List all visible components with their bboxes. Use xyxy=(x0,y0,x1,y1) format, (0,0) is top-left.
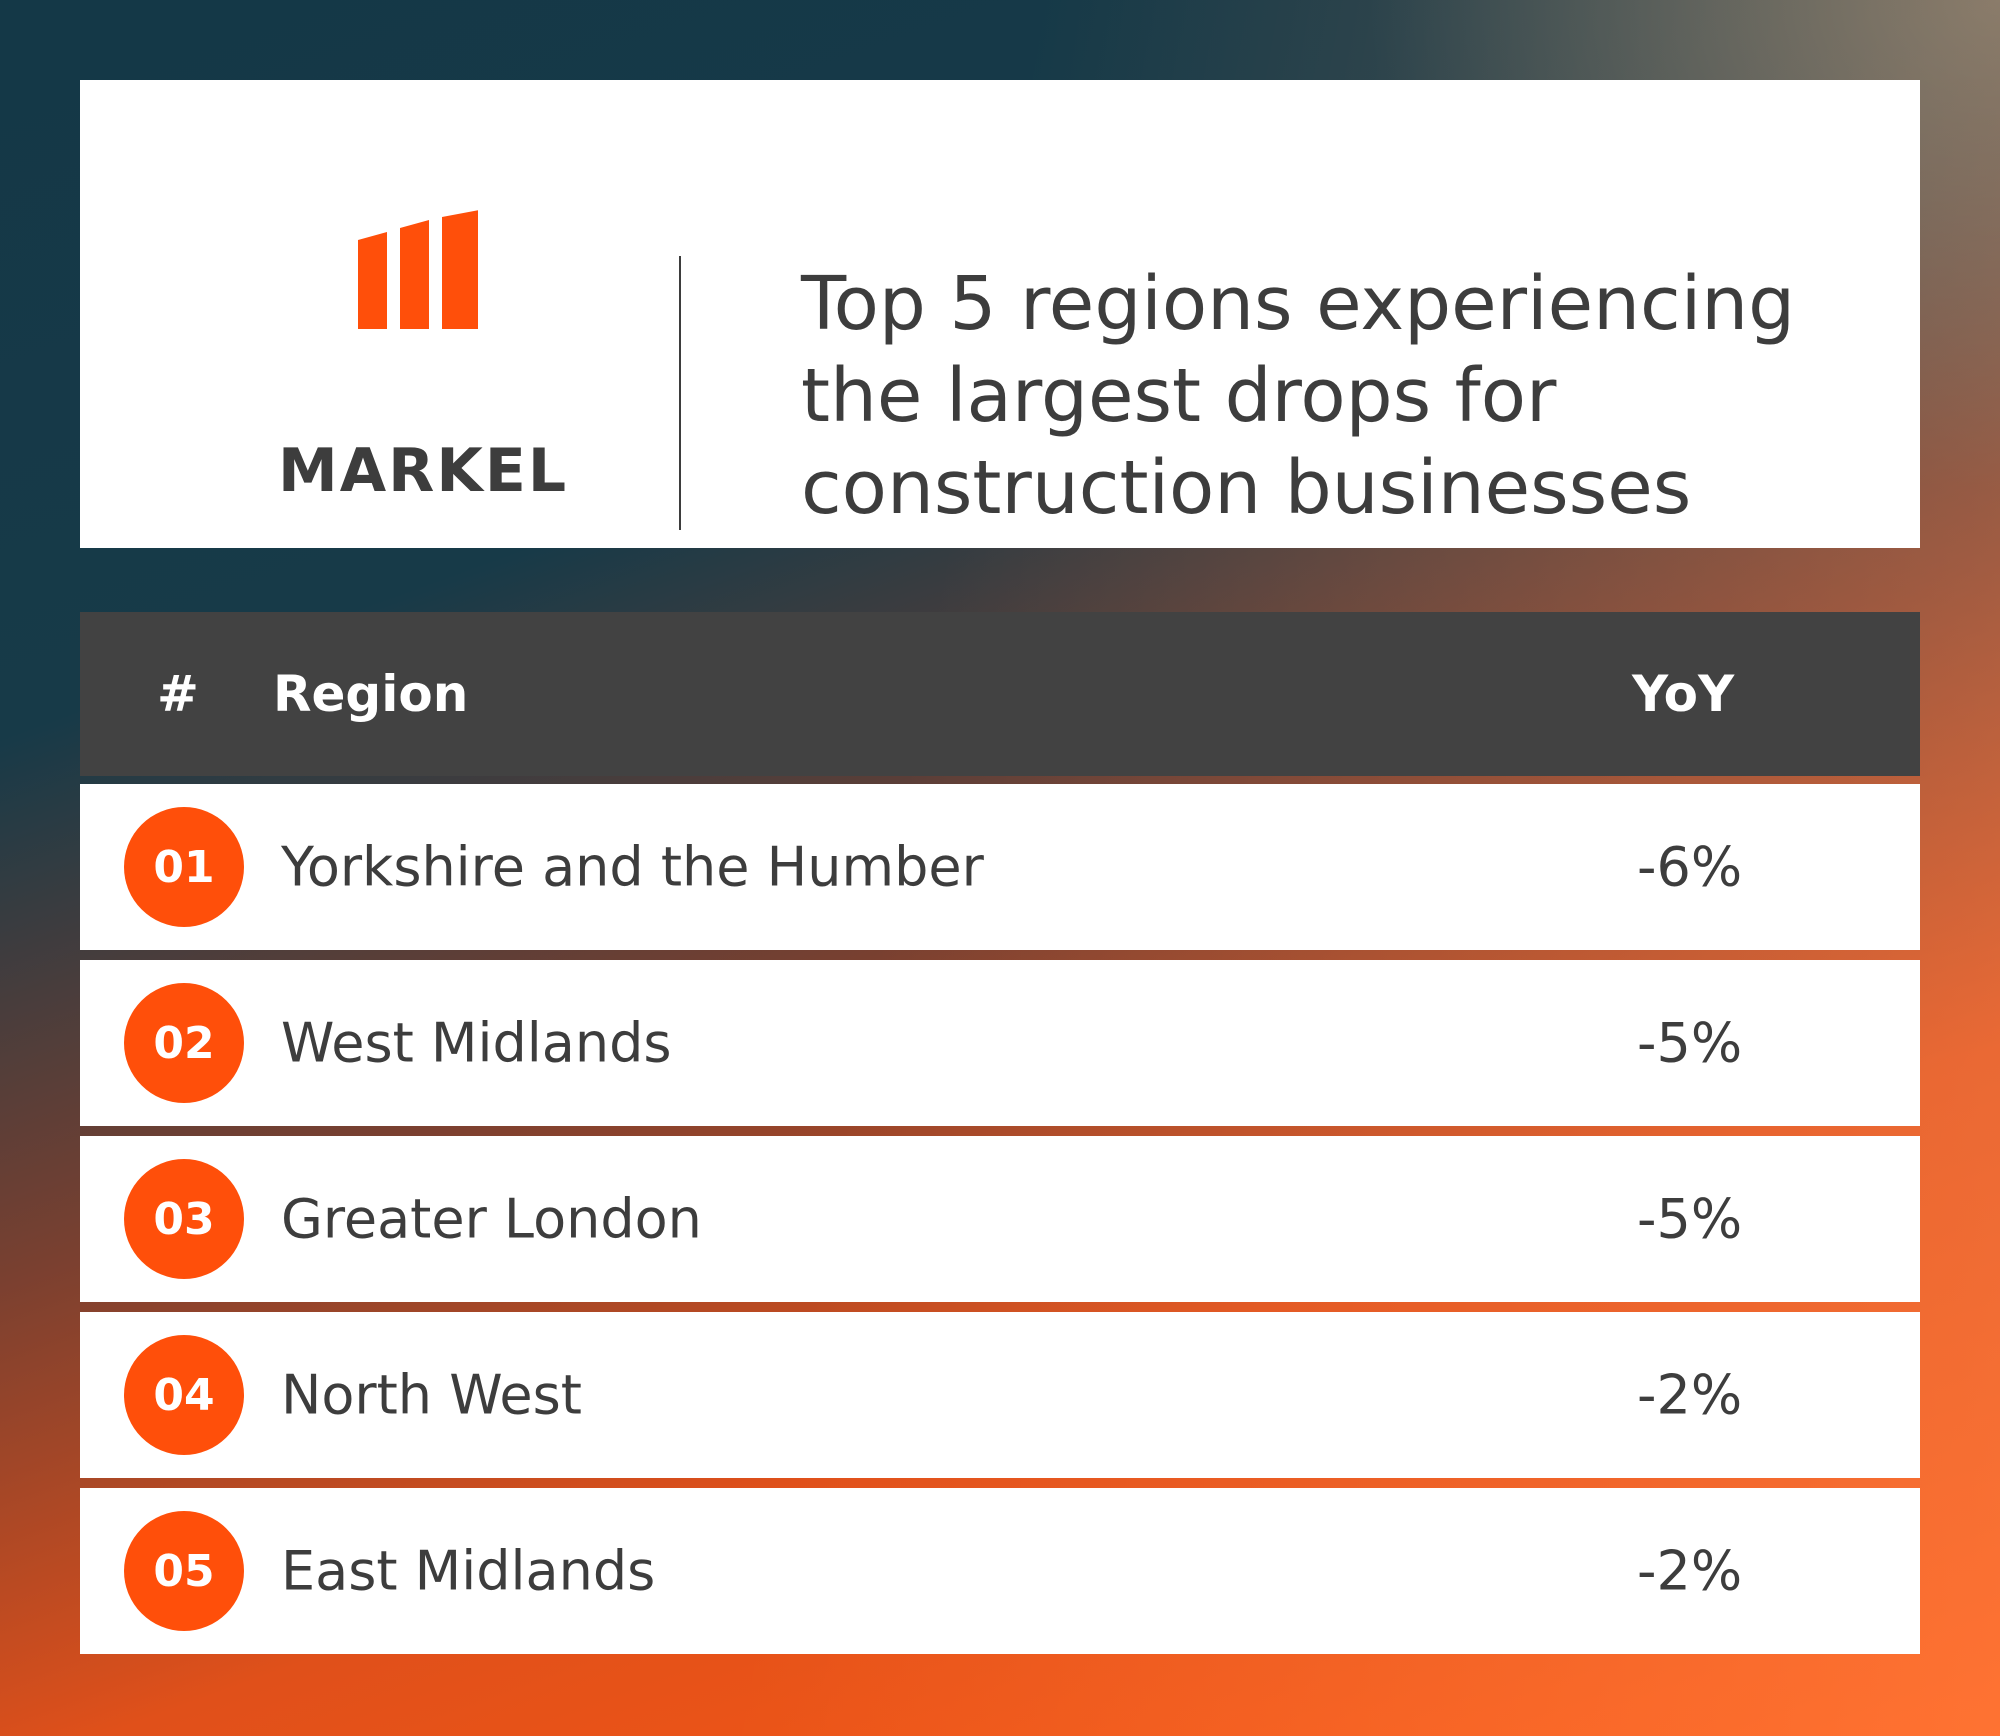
title-line: construction businesses xyxy=(801,445,1692,531)
region: West Midlands xyxy=(281,1011,672,1075)
table-row: 05 East Midlands -2% xyxy=(80,1488,1920,1654)
yoy: -2% xyxy=(1637,1363,1743,1427)
column-header: YoY xyxy=(1632,665,1735,723)
rank-badge: 04 xyxy=(124,1335,244,1455)
rank-badge: 01 xyxy=(124,807,244,927)
header-card: MARKEL Top 5 regions experiencing the la… xyxy=(80,80,1920,548)
yoy: -6% xyxy=(1637,835,1743,899)
logo-text: MARKEL xyxy=(278,436,569,506)
yoy: -5% xyxy=(1637,1187,1743,1251)
yoy: -5% xyxy=(1637,1011,1743,1075)
table-row: 03 Greater London -5% xyxy=(80,1136,1920,1302)
title-line: Top 5 regions experiencing xyxy=(801,261,1796,347)
rank-badge: 05 xyxy=(124,1511,244,1631)
region: Yorkshire and the Humber xyxy=(281,835,984,899)
yoy: -2% xyxy=(1637,1539,1743,1603)
table-row: 01 Yorkshire and the Humber -6% xyxy=(80,784,1920,950)
rank-badge: 02 xyxy=(124,983,244,1103)
column-header: # xyxy=(157,665,199,723)
title-line: the largest drops for xyxy=(801,353,1557,439)
title: Top 5 regions experiencing the largest d… xyxy=(801,258,1795,534)
region: East Midlands xyxy=(281,1539,656,1603)
table-row: 04 North West -2% xyxy=(80,1312,1920,1478)
logo-mark xyxy=(358,210,478,329)
region: North West xyxy=(281,1363,582,1427)
table-row: 02 West Midlands -5% xyxy=(80,960,1920,1126)
region: Greater London xyxy=(281,1187,702,1251)
table-header: # Region YoY xyxy=(80,612,1920,776)
column-header: Region xyxy=(273,665,469,723)
rank-badge: 03 xyxy=(124,1159,244,1279)
divider xyxy=(679,256,681,530)
